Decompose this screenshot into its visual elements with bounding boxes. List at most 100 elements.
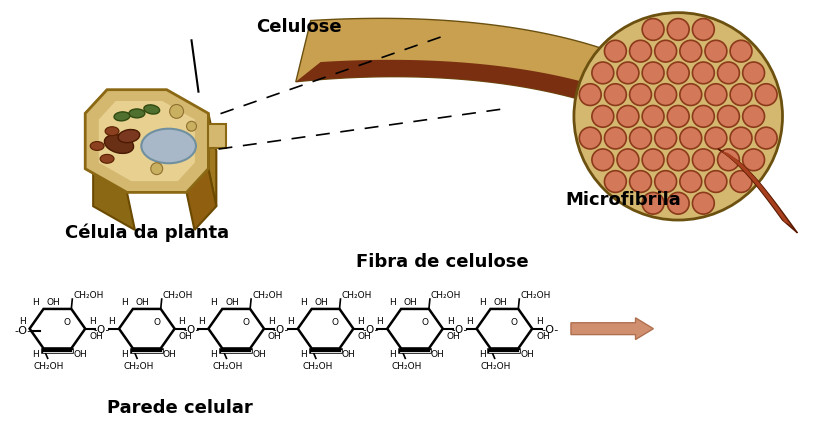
- Text: OH: OH: [179, 332, 192, 341]
- Circle shape: [679, 171, 700, 192]
- Circle shape: [616, 62, 638, 84]
- Circle shape: [729, 40, 751, 62]
- Circle shape: [742, 105, 763, 127]
- Text: H: H: [287, 317, 294, 326]
- Circle shape: [667, 192, 688, 214]
- Text: CH₂OH: CH₂OH: [213, 362, 243, 371]
- Circle shape: [591, 105, 613, 127]
- Circle shape: [616, 105, 638, 127]
- Text: OH: OH: [447, 332, 460, 341]
- Circle shape: [691, 192, 714, 214]
- Text: CH₂OH: CH₂OH: [302, 362, 332, 371]
- Ellipse shape: [129, 109, 145, 118]
- Circle shape: [642, 62, 663, 84]
- Text: O: O: [242, 318, 249, 327]
- Polygon shape: [85, 90, 208, 192]
- Circle shape: [729, 127, 751, 149]
- Circle shape: [667, 105, 688, 127]
- Circle shape: [604, 171, 625, 192]
- Circle shape: [642, 192, 663, 214]
- Text: O: O: [421, 318, 428, 327]
- Text: CH₂OH: CH₂OH: [430, 291, 461, 300]
- Circle shape: [654, 171, 676, 192]
- Text: O: O: [64, 318, 70, 327]
- Circle shape: [151, 163, 162, 175]
- Text: O: O: [332, 318, 338, 327]
- Text: CH₂OH: CH₂OH: [480, 362, 510, 371]
- Text: H: H: [299, 298, 306, 307]
- Ellipse shape: [118, 129, 140, 143]
- Text: H: H: [19, 317, 26, 326]
- Circle shape: [616, 149, 638, 171]
- Circle shape: [679, 84, 700, 105]
- Text: OH: OH: [162, 350, 176, 359]
- Text: -O-: -O-: [183, 325, 199, 335]
- Ellipse shape: [100, 155, 114, 163]
- Text: Parede celular: Parede celular: [107, 399, 252, 417]
- Text: CH₂OH: CH₂OH: [519, 291, 550, 300]
- Text: H: H: [198, 317, 204, 326]
- Text: H: H: [268, 317, 275, 326]
- Text: OH: OH: [89, 332, 103, 341]
- Ellipse shape: [104, 134, 133, 153]
- Ellipse shape: [141, 129, 196, 163]
- Text: CH₂OH: CH₂OH: [391, 362, 421, 371]
- Circle shape: [629, 40, 651, 62]
- Text: OH: OH: [74, 350, 87, 359]
- Circle shape: [754, 84, 777, 105]
- Circle shape: [573, 13, 782, 220]
- Text: OH: OH: [430, 350, 444, 359]
- Text: O: O: [510, 318, 517, 327]
- Text: Célula da planta: Célula da planta: [65, 224, 228, 242]
- Text: H: H: [179, 317, 185, 326]
- Circle shape: [754, 127, 777, 149]
- Circle shape: [654, 127, 676, 149]
- Circle shape: [691, 62, 714, 84]
- Circle shape: [667, 62, 688, 84]
- Circle shape: [604, 40, 625, 62]
- Circle shape: [654, 84, 676, 105]
- Text: -O-: -O-: [361, 325, 378, 335]
- Circle shape: [691, 18, 714, 40]
- Text: H: H: [210, 350, 217, 359]
- Text: H: H: [357, 317, 364, 326]
- Polygon shape: [208, 113, 216, 206]
- Text: -O-: -O-: [451, 325, 467, 335]
- Ellipse shape: [144, 105, 160, 114]
- Text: Microfibrila: Microfibrila: [565, 191, 681, 209]
- Text: H: H: [376, 317, 383, 326]
- Text: H: H: [121, 298, 128, 307]
- Circle shape: [704, 127, 726, 149]
- Text: H: H: [389, 350, 395, 359]
- Circle shape: [642, 149, 663, 171]
- Circle shape: [629, 127, 651, 149]
- Text: O: O: [153, 318, 160, 327]
- Circle shape: [729, 171, 751, 192]
- Circle shape: [704, 84, 726, 105]
- Text: H: H: [466, 317, 472, 326]
- Circle shape: [704, 40, 726, 62]
- Text: CH₂OH: CH₂OH: [162, 291, 193, 300]
- Text: Celulose: Celulose: [256, 18, 342, 36]
- Text: OH: OH: [136, 298, 150, 307]
- Circle shape: [742, 149, 763, 171]
- Circle shape: [717, 149, 739, 171]
- Text: CH₂OH: CH₂OH: [341, 291, 371, 300]
- Text: OH: OH: [341, 350, 355, 359]
- Polygon shape: [295, 18, 717, 166]
- Text: OH: OH: [46, 298, 60, 307]
- Text: H: H: [89, 317, 96, 326]
- Text: H: H: [389, 298, 395, 307]
- Circle shape: [579, 127, 600, 149]
- Text: CH₂OH: CH₂OH: [74, 291, 103, 300]
- Text: OH: OH: [225, 298, 239, 307]
- Polygon shape: [717, 149, 796, 233]
- Polygon shape: [719, 151, 790, 225]
- Circle shape: [642, 105, 663, 127]
- Text: H: H: [299, 350, 306, 359]
- Polygon shape: [295, 60, 705, 166]
- Circle shape: [742, 62, 763, 84]
- Circle shape: [604, 84, 625, 105]
- Circle shape: [717, 62, 739, 84]
- Text: H: H: [210, 298, 217, 307]
